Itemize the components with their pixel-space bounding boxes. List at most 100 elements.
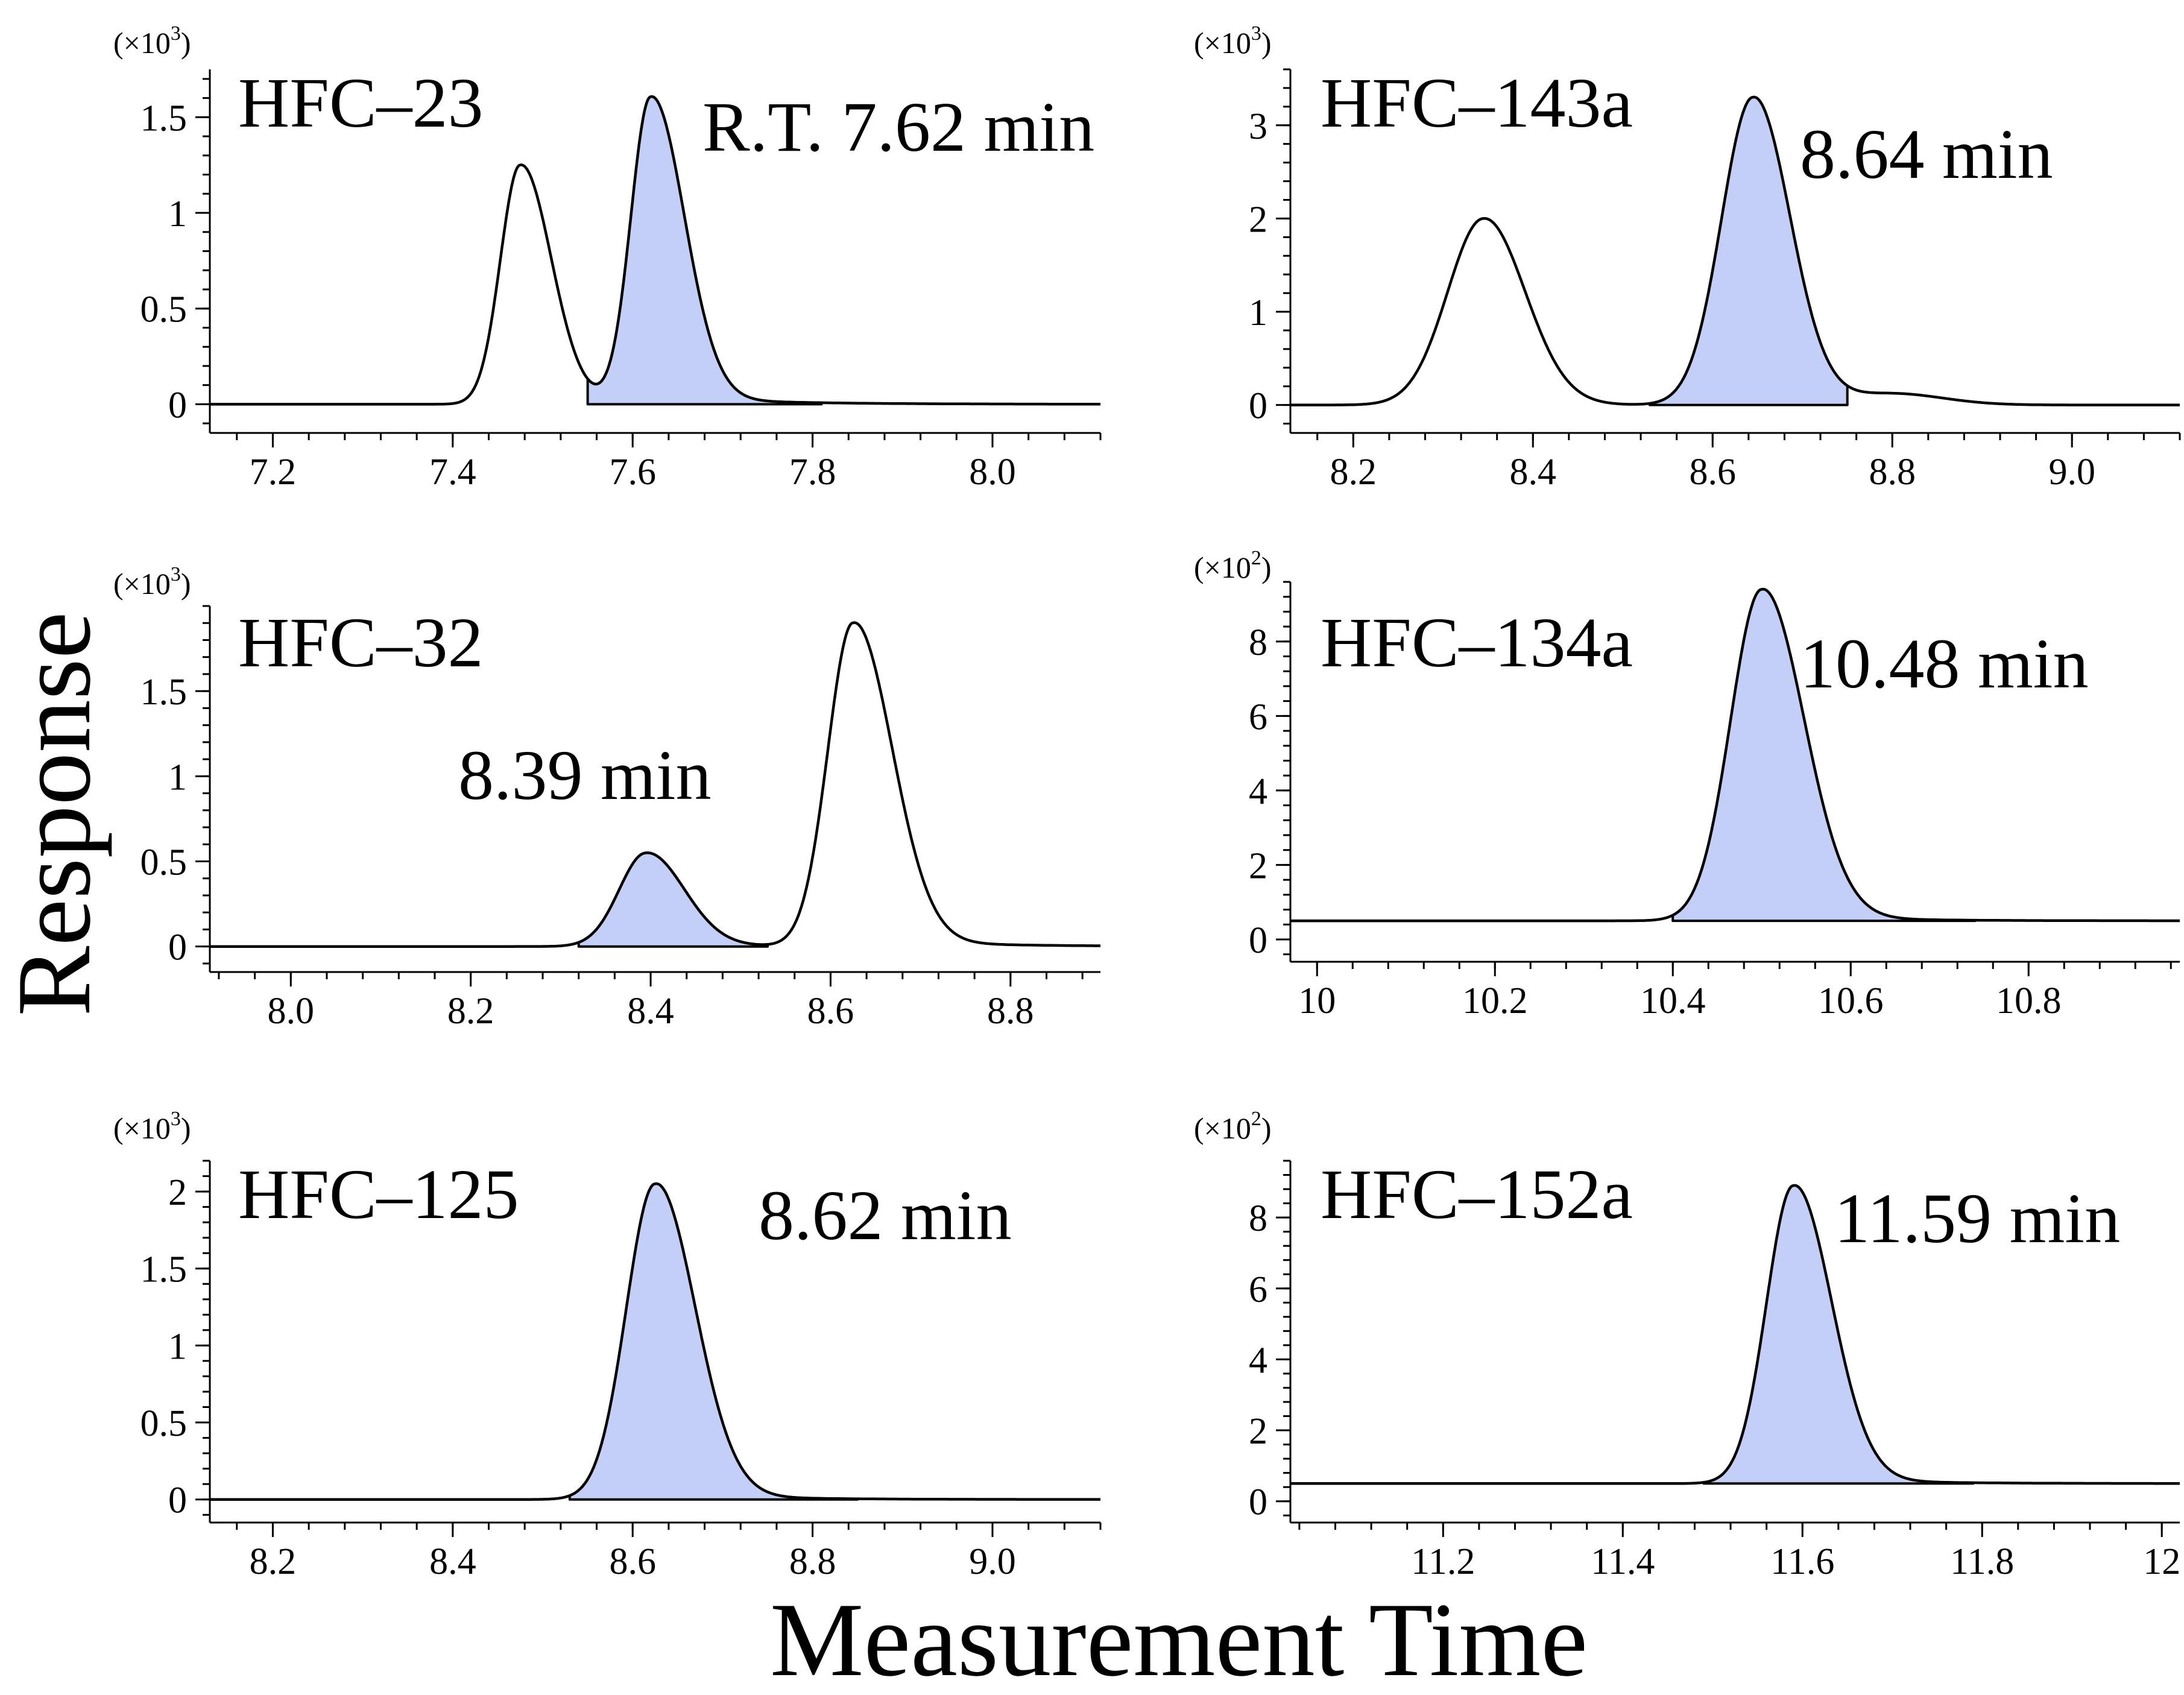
y-axis-title: Response	[0, 612, 112, 1017]
chromatogram-trace	[209, 1182, 1101, 1501]
x-tick-label: 10	[1298, 980, 1336, 1021]
x-tick-label: 8.0	[969, 452, 1016, 493]
chromatogram-panel-1: 7.2 7.4 7.6 7.8 8.0 0 0.5 1 1.5 (×103) HFC–23 R.T. …	[113, 22, 1102, 493]
y-tick-label: 8	[1249, 1198, 1267, 1239]
y-scale-exponent: 3	[171, 563, 181, 586]
y-scale-exponent: 2	[1251, 547, 1261, 569]
x-tick-label: 7.2	[250, 452, 297, 493]
chromatogram-panel-3: 8.0 8.2 8.4 8.6 8.8 0 0.5 1 1.5 (×103) HFC–32 8.39 …	[113, 563, 1101, 1032]
y-scale-close: )	[1261, 551, 1272, 584]
x-tick-label: 9.0	[969, 1541, 1016, 1582]
y-tick-label: 2	[168, 1172, 187, 1213]
y-tick-label: 0	[1249, 920, 1267, 961]
y-tick-label: 6	[1249, 696, 1267, 737]
retention-time-label: 8.39 min	[458, 736, 712, 815]
retention-time-label: 8.62 min	[759, 1176, 1012, 1255]
retention-time-label: 8.64 min	[1800, 115, 2053, 194]
x-tick-label: 8.8	[987, 991, 1034, 1032]
y-tick-label: 1	[168, 194, 187, 235]
x-tick-label: 10.6	[1818, 980, 1884, 1021]
chromatogram-panel-6: 11.2 11.4 11.6 11.8 12 0 2 4 6 8 (×102) HFC–152a 11.…	[1194, 1108, 2180, 1582]
y-tick-label: 0	[168, 927, 187, 968]
x-tick-label: 8.8	[789, 1541, 836, 1582]
retention-time-label: 10.48 min	[1800, 624, 2089, 703]
x-tick-label: 7.6	[609, 452, 656, 493]
x-tick-label: 8.4	[429, 1541, 476, 1582]
x-tick-label: 8.4	[1510, 452, 1557, 493]
y-tick-label: 0	[1249, 386, 1267, 427]
y-tick-label: 0.5	[140, 289, 188, 330]
x-tick-label: 8.2	[250, 1541, 297, 1582]
x-tick-label: 8.0	[268, 991, 315, 1032]
y-scale-close: )	[181, 567, 191, 601]
y-tick-label: 1.5	[140, 672, 188, 713]
x-tick-label: 8.6	[609, 1541, 656, 1582]
chromatogram-panel-4: 10 10.2 10.4 10.6 10.8 0 2 4 6 8 (×102) HFC–134a 10.…	[1194, 547, 2180, 1021]
y-tick-label: 1.5	[140, 98, 188, 139]
y-tick-label: 0.5	[140, 1403, 188, 1444]
y-scale-label: (×103)	[1194, 22, 1272, 60]
x-tick-label: 7.8	[789, 452, 836, 493]
y-scale-label: (×102)	[1194, 1108, 1272, 1145]
x-tick-label: 12	[2143, 1541, 2180, 1582]
y-scale-exponent: 3	[1251, 22, 1261, 45]
y-tick-label: 2	[1249, 845, 1267, 886]
retention-time-label: R.T. 7.62 min	[702, 87, 1094, 166]
chromatogram-panel-5: 8.2 8.4 8.6 8.8 9.0 0 0.5 1 1.5 2 (×103) HFC–125 8.6…	[113, 1108, 1102, 1582]
y-scale-close: )	[181, 26, 191, 60]
y-tick-label: 2	[1249, 199, 1267, 240]
y-scale-close: )	[1261, 26, 1272, 60]
compound-label: HFC–134a	[1321, 603, 1633, 682]
x-tick-label: 8.2	[1330, 452, 1377, 493]
retention-time-label: 11.59 min	[1834, 1179, 2120, 1258]
x-tick-label: 8.6	[1690, 452, 1737, 493]
y-scale-label: (×103)	[113, 22, 191, 60]
x-tick-label: 10.4	[1640, 980, 1706, 1021]
y-tick-label: 4	[1249, 1340, 1267, 1381]
x-tick-label: 8.8	[1869, 452, 1916, 493]
x-tick-label: 11.4	[1591, 1541, 1655, 1582]
y-tick-label: 6	[1249, 1269, 1267, 1310]
y-scale-exponent: 3	[171, 22, 181, 45]
y-tick-label: 2	[1249, 1411, 1267, 1452]
y-scale-label: (×102)	[1194, 547, 1272, 584]
compound-label: HFC–143a	[1321, 63, 1633, 142]
y-scale-close: )	[181, 1111, 191, 1145]
x-tick-label: 8.2	[447, 991, 494, 1032]
panel-grid: 7.2 7.4 7.6 7.8 8.0 0 0.5 1 1.5 (×103) HFC–23 R.T. …	[113, 22, 2181, 1582]
y-tick-label: 4	[1249, 771, 1267, 812]
chromatogram-trace	[209, 95, 1101, 406]
y-scale-label: (×103)	[113, 1108, 191, 1145]
y-tick-label: 0	[1249, 1482, 1267, 1523]
y-tick-label: 0.5	[140, 842, 188, 883]
chromatogram-trace	[1290, 1184, 2180, 1485]
x-tick-label: 11.8	[1950, 1541, 2014, 1582]
compound-label: HFC–152a	[1321, 1155, 1633, 1234]
x-tick-label: 9.0	[2048, 452, 2095, 493]
y-tick-label: 8	[1249, 622, 1267, 663]
y-tick-label: 0	[168, 385, 187, 426]
x-tick-label: 11.6	[1770, 1541, 1834, 1582]
filled-peak-area	[577, 851, 769, 948]
compound-label: HFC–125	[238, 1155, 519, 1234]
y-tick-label: 3	[1249, 106, 1267, 147]
x-tick-label: 11.2	[1411, 1541, 1475, 1582]
y-scale-exponent: 2	[1251, 1108, 1261, 1130]
x-tick-label: 7.4	[429, 452, 476, 493]
compound-label: HFC–32	[238, 603, 484, 682]
y-tick-label: 1.5	[140, 1249, 188, 1290]
chromatogram-trace	[1290, 95, 2180, 406]
y-tick-label: 1	[1249, 292, 1267, 333]
y-scale-close: )	[1261, 1111, 1272, 1145]
x-tick-label: 10.8	[1996, 980, 2062, 1021]
x-tick-label: 10.2	[1462, 980, 1528, 1021]
chromatogram-trace	[1290, 587, 2180, 923]
compound-label: HFC–23	[238, 63, 484, 142]
y-scale-exponent: 3	[171, 1108, 181, 1130]
chromatogram-trace	[209, 621, 1101, 948]
x-tick-label: 8.4	[627, 991, 674, 1032]
x-tick-label: 8.6	[807, 991, 854, 1032]
x-axis-title: Measurement Time	[770, 1581, 1588, 1695]
